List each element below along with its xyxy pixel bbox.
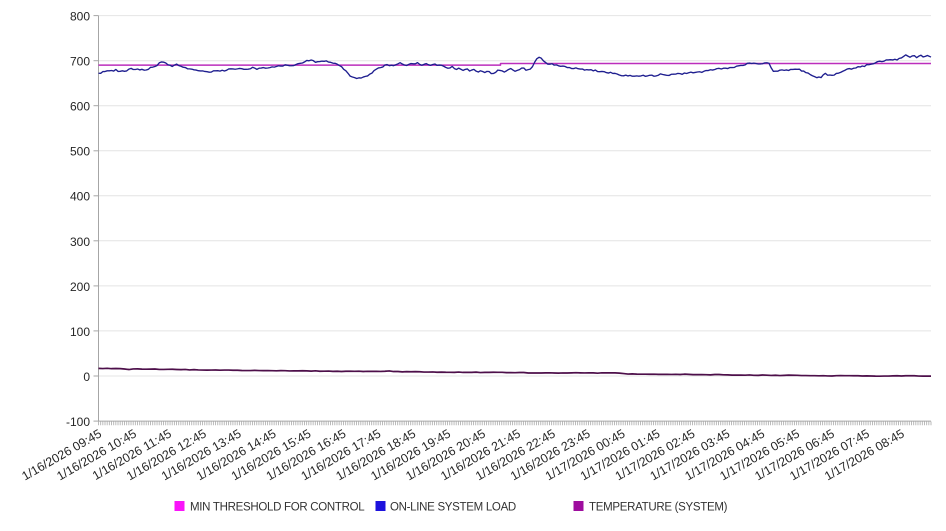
svg-text:-100: -100 bbox=[66, 415, 90, 429]
svg-text:100: 100 bbox=[70, 325, 90, 339]
svg-text:700: 700 bbox=[70, 55, 90, 69]
svg-text:500: 500 bbox=[70, 145, 90, 159]
svg-text:200: 200 bbox=[70, 280, 90, 294]
svg-text:MIN THRESHOLD FOR CONTROL: MIN THRESHOLD FOR CONTROL bbox=[190, 501, 365, 513]
svg-text:ON-LINE SYSTEM LOAD: ON-LINE SYSTEM LOAD bbox=[390, 501, 516, 513]
svg-text:TEMPERATURE (SYSTEM): TEMPERATURE (SYSTEM) bbox=[589, 501, 728, 513]
svg-text:600: 600 bbox=[70, 100, 90, 114]
svg-text:400: 400 bbox=[70, 190, 90, 204]
svg-text:300: 300 bbox=[70, 235, 90, 249]
svg-text:800: 800 bbox=[70, 10, 90, 24]
svg-text:0: 0 bbox=[83, 370, 90, 384]
